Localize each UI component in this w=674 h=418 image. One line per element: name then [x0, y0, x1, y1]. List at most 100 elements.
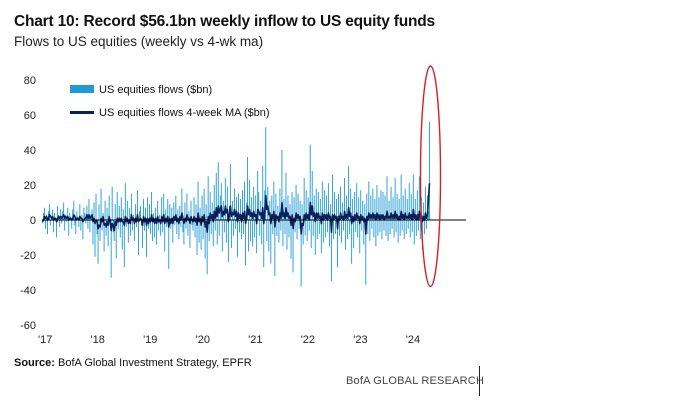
flow-bar [253, 186, 255, 220]
flow-bar [74, 220, 76, 226]
flow-bar [120, 197, 122, 220]
flow-bar [158, 220, 160, 231]
flow-bar [187, 220, 189, 236]
flow-bar [397, 220, 399, 243]
flow-bar [153, 213, 155, 220]
flow-bar [294, 220, 296, 233]
flow-bar [69, 213, 71, 220]
flow-bar [425, 220, 427, 229]
flow-bar [376, 185, 378, 220]
flow-bar [79, 204, 81, 220]
flow-bar [375, 220, 377, 247]
flow-bar [427, 211, 429, 220]
flow-bar [54, 213, 56, 220]
flow-bar [415, 220, 417, 236]
source-text: BofA Global Investment Strategy, EPFR [54, 357, 252, 369]
flow-bar [188, 211, 190, 220]
flow-bar [57, 206, 59, 220]
flow-bar [224, 178, 226, 220]
flow-bar [168, 220, 170, 269]
flow-bar [215, 172, 217, 220]
flow-bar [83, 207, 85, 220]
flow-bar [108, 195, 110, 220]
flow-bar [373, 220, 375, 238]
flow-bar [200, 220, 202, 250]
y-tick-label: 40 [24, 145, 36, 157]
flow-bar [300, 220, 302, 287]
flow-bar [370, 195, 372, 220]
y-tick-label: 60 [24, 110, 36, 122]
flow-bar [280, 220, 282, 231]
flow-bar [201, 195, 203, 220]
flow-bar [163, 193, 165, 220]
flow-bar [411, 220, 413, 233]
flow-bar [386, 176, 388, 220]
flow-bar [72, 209, 74, 220]
flow-bar [121, 220, 123, 250]
flow-bar [179, 206, 181, 220]
flow-bar [185, 220, 187, 229]
flow-bar [97, 220, 99, 264]
flow-bar [352, 199, 354, 220]
flow-bar [337, 220, 338, 268]
flow-bar [149, 204, 151, 220]
flow-bar [323, 190, 325, 220]
flow-bar [103, 220, 105, 252]
flow-bar [124, 183, 126, 220]
flow-bar [195, 204, 197, 220]
flow-bar [399, 220, 401, 236]
flow-bar [402, 195, 404, 220]
flow-bar [423, 220, 425, 234]
flow-bar [98, 204, 100, 220]
flow-bar [42, 220, 43, 224]
flow-bar [220, 183, 222, 220]
flow-bar [380, 190, 382, 220]
flow-bar [388, 200, 390, 220]
flow-bar [363, 220, 365, 245]
brand-label: BofA GLOBAL RESEARCH [346, 375, 485, 387]
x-tick-label: '20 [196, 334, 210, 346]
flow-bar [56, 220, 58, 238]
flow-bar [96, 220, 98, 234]
flow-bar [125, 220, 127, 227]
flow-bar [371, 220, 373, 229]
y-tick-label: 20 [24, 180, 36, 192]
flow-bar [239, 220, 240, 233]
flow-bar [319, 199, 321, 220]
flow-bar [367, 220, 369, 234]
flow-bar [408, 183, 410, 220]
flow-bar [244, 181, 245, 220]
flow-bar [301, 204, 303, 220]
flow-bar [139, 211, 140, 220]
flow-bar [76, 211, 78, 220]
flow-bar [291, 192, 293, 220]
flow-bar [302, 220, 304, 245]
flow-bar [147, 197, 148, 220]
flow-bar [287, 195, 289, 220]
flow-bar [47, 220, 48, 234]
x-tick-label: '18 [91, 334, 105, 346]
flow-bar [190, 200, 192, 220]
ma-series-line [41, 183, 431, 235]
legend-label-bars: US equities flows ($bn) [99, 84, 212, 96]
flow-bar [131, 220, 133, 231]
flow-bar [364, 204, 366, 220]
flow-bar [146, 220, 147, 257]
flow-bar [265, 127, 267, 220]
flow-bar [44, 207, 45, 220]
flow-bar [330, 220, 332, 282]
flow-bar [398, 199, 400, 220]
flow-bar [360, 190, 362, 220]
flow-bar [45, 220, 46, 229]
flow-bar [85, 220, 87, 224]
flow-bar [346, 195, 348, 220]
flow-bar [230, 220, 232, 248]
flow-bar [293, 197, 295, 220]
flow-bar [281, 150, 283, 220]
flow-bar [252, 220, 254, 247]
flow-bar [155, 207, 157, 220]
flow-bar [417, 220, 419, 231]
flow-bar [128, 207, 130, 220]
x-tick-label: '24 [406, 334, 420, 346]
flow-bar [105, 220, 107, 236]
